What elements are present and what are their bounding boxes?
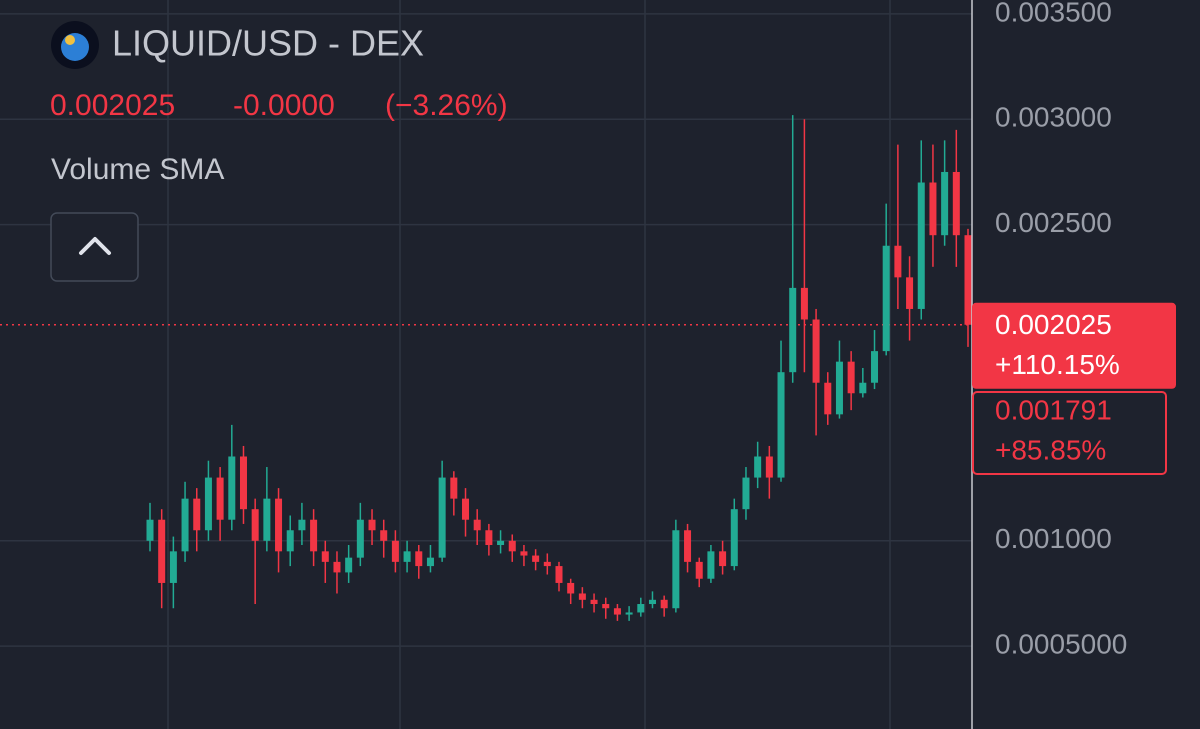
indicator-label: Volume SMA [51,153,224,186]
candle-body [672,530,680,609]
y-tick-label: 0.003500 [995,0,1112,27]
candle-body [684,530,692,562]
prev-price-label: 0.001791 [995,394,1112,425]
candle-body [216,477,224,520]
candle-body [637,604,645,613]
candle-body [146,519,154,541]
last-price: 0.002025 [50,89,175,122]
candle-body [730,509,738,567]
prev-price-change: +85.85% [995,434,1106,465]
candle-body [310,519,318,552]
collapse-button[interactable] [50,212,139,282]
candle-body [426,557,434,567]
candle-body [578,593,586,600]
candle-body [415,551,423,567]
candle-body [602,604,610,609]
candle-body [742,477,750,510]
candle-body [707,551,715,579]
candle-body [275,498,283,552]
candle-body [239,456,247,510]
candle-body [625,612,633,615]
vertical-grid [167,0,891,729]
y-tick-label: 0.0005000 [995,629,1127,660]
candle-body [333,561,341,573]
candle-body [847,361,855,394]
last-price-label: 0.002025 [995,309,1112,340]
candle-body [321,551,329,562]
candle-body [871,351,879,383]
candle-body [719,551,727,567]
candle-body [356,519,364,558]
candle-body [555,566,563,583]
candle-body [158,519,166,583]
candle-body [835,361,843,415]
candle-body [964,235,972,325]
candle-body [929,182,937,236]
candle-body [263,498,271,541]
candle-body [497,540,505,546]
price-change-pct: (−3.26%) [385,89,508,122]
candle-body [462,498,470,520]
candle-body [204,477,212,531]
candle-body [824,382,832,415]
candle-body [228,456,236,520]
candle-body [765,456,773,478]
y-tick-label: 0.003000 [995,102,1112,133]
candle-body [286,530,294,552]
candle-body [789,287,797,373]
candle-body [368,519,376,531]
symbol-title: LIQUID/USD - DEX [112,23,424,64]
candle-body [590,599,598,605]
candle-body [520,551,528,556]
candle-body [754,456,762,478]
candle-body [695,561,703,579]
candle-body [251,509,259,541]
candle-body [894,245,902,278]
candle-body [812,319,820,383]
candle-body [193,498,201,531]
candle-body [941,171,949,236]
candle-body [882,245,890,352]
candle-body [648,599,656,605]
candle-body [181,498,189,552]
candle-body [508,540,516,552]
candle-body [777,372,785,478]
prev-price-box [972,391,1167,475]
candle-body [391,540,399,562]
candle-body [660,599,668,609]
price-change: -0.0000 [233,89,335,122]
candle-body [380,530,388,541]
candle-body [345,557,353,573]
y-tick-label: 0.002500 [995,207,1112,238]
y-tick-label: 0.001000 [995,523,1112,554]
candle-body [438,477,446,558]
last-price-change: +110.15% [995,349,1120,380]
price-axis: 0.003500 0.003000 0.002500 0.001000 0.000500… [972,0,1176,660]
candle-body [403,551,411,562]
candle-body [613,608,621,615]
candle-body [298,519,306,531]
last-price-box [972,302,1176,389]
symbol-logo [51,21,99,69]
candle-body [917,182,925,309]
candle-body [906,277,914,309]
candle-body [532,555,540,562]
candle-body [800,287,808,320]
candle-body [543,561,551,567]
candles [146,115,972,621]
candle-body [485,530,493,546]
candle-body [567,582,575,594]
candle-body [450,477,458,499]
candle-body [473,519,481,531]
candle-body [859,382,867,394]
candle-body [952,171,960,236]
candle-body [169,551,177,583]
